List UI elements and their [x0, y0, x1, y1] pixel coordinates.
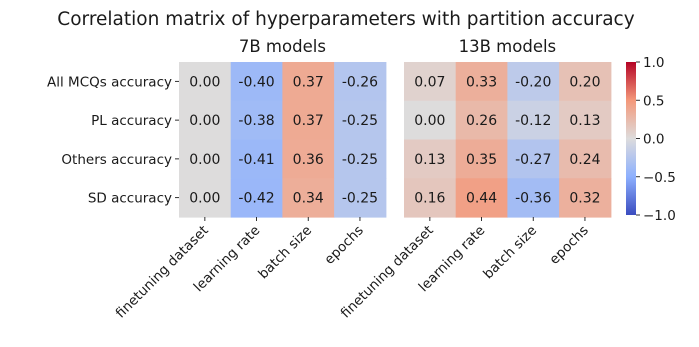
- heatmap-cell: [455, 100, 508, 141]
- heatmap-cell: [334, 178, 387, 218]
- heatmap-cell: [334, 100, 387, 141]
- heatmap-cell: [230, 100, 283, 141]
- heatmap-cell: [404, 139, 457, 179]
- cell-label: 0.00: [189, 152, 220, 168]
- cell-label: 0.44: [466, 191, 497, 207]
- row-labels: All MCQs accuracy PL accuracy Others accur…: [47, 74, 179, 207]
- heatmap-cell: [282, 100, 335, 141]
- cell-label: 0.00: [189, 74, 220, 90]
- cell-label: -0.25: [342, 113, 378, 129]
- y-tick-label: All MCQs accuracy: [47, 74, 172, 90]
- cell-label: 0.34: [293, 191, 324, 207]
- heatmap-cell: [404, 178, 457, 218]
- cell-label: -0.41: [238, 152, 274, 168]
- heatmap-cell: [507, 100, 560, 141]
- colorbar-gradient: [626, 62, 636, 215]
- cell-label: 0.37: [293, 113, 324, 129]
- colorbar-tick-label: 1.0: [643, 55, 664, 71]
- cell-label: 0.00: [189, 113, 220, 129]
- cell-label: -0.36: [515, 191, 551, 207]
- x-tick-label: epochs: [546, 223, 591, 268]
- x-tick-label: epochs: [321, 223, 366, 268]
- colorbar-tick-label: −0.5: [643, 170, 676, 186]
- heatmap-cell: [559, 178, 612, 218]
- cell-label: -0.25: [342, 152, 378, 168]
- cell-label: 0.13: [414, 152, 445, 168]
- cell-label: -0.38: [238, 113, 274, 129]
- heatmap-cell: [230, 139, 283, 179]
- cell-label: -0.27: [515, 152, 551, 168]
- colorbar-tick-label: 0.0: [643, 132, 664, 148]
- heatmap-cell: [404, 62, 457, 102]
- cell-label: -0.26: [342, 74, 378, 90]
- heatmap-cell: [282, 139, 335, 179]
- heatmap-cell: [404, 100, 457, 141]
- colorbar-tick-label: −1.0: [643, 208, 676, 224]
- cell-label: -0.25: [342, 191, 378, 207]
- heatmap-cell: [334, 139, 387, 179]
- heatmap-cell: [559, 100, 612, 141]
- heatmap-cell: [507, 178, 560, 218]
- y-tick-label: Others accuracy: [61, 152, 172, 168]
- cell-label: 0.26: [466, 113, 497, 129]
- panel-title: 7B models: [239, 37, 326, 56]
- colorbar: 1.0 0.5 0.0 −0.5 −1.0: [626, 55, 676, 224]
- heatmap-cell: [230, 62, 283, 102]
- cell-label: -0.42: [238, 191, 274, 207]
- cell-label: 0.00: [189, 191, 220, 207]
- heatmap-panels: 7B models 0.00 -0.40 0.37 -0.26 0.00 -0.38 0.37…: [113, 37, 612, 321]
- cell-label: 0.37: [293, 74, 324, 90]
- y-tick-label: SD accuracy: [88, 191, 172, 207]
- cell-label: -0.20: [515, 74, 551, 90]
- cell-label: 0.24: [569, 152, 600, 168]
- heatmap-cell: [230, 178, 283, 218]
- heatmap-cell: [455, 178, 508, 218]
- cell-label: 0.16: [414, 191, 445, 207]
- heatmap-cell: [282, 178, 335, 218]
- cell-label: 0.36: [293, 152, 324, 168]
- cell-label: 0.13: [569, 113, 600, 129]
- x-tick-label: batch size: [480, 223, 540, 283]
- x-tick-label: finetuning dataset: [113, 223, 212, 322]
- heatmap-cell: [179, 100, 232, 141]
- y-tick-label: PL accuracy: [91, 113, 172, 129]
- colorbar-tick-label: 0.5: [643, 93, 664, 109]
- cell-label: 0.07: [414, 74, 445, 90]
- cell-label: -0.12: [515, 113, 551, 129]
- panel-title: 13B models: [459, 37, 557, 56]
- x-tick-label: batch size: [255, 223, 315, 283]
- cell-label: 0.20: [569, 74, 600, 90]
- heatmap-cell: [455, 139, 508, 179]
- heatmap-cell: [507, 139, 560, 179]
- chart-title: Correlation matrix of hyperparameters wi…: [57, 9, 634, 30]
- cell-label: 0.33: [466, 74, 497, 90]
- cell-label: -0.40: [238, 74, 274, 90]
- heatmap-cell: [507, 62, 560, 102]
- heatmap-cell: [179, 178, 232, 218]
- heatmap-cell: [559, 139, 612, 179]
- cell-label: 0.32: [569, 191, 600, 207]
- heatmap-cell: [282, 62, 335, 102]
- heatmap-cell: [334, 62, 387, 102]
- heatmap-cell: [179, 62, 232, 102]
- heatmap-cell: [559, 62, 612, 102]
- heatmap-cell: [179, 139, 232, 179]
- cell-label: 0.35: [466, 152, 497, 168]
- cell-label: 0.00: [414, 113, 445, 129]
- heatmap-cell: [455, 62, 508, 102]
